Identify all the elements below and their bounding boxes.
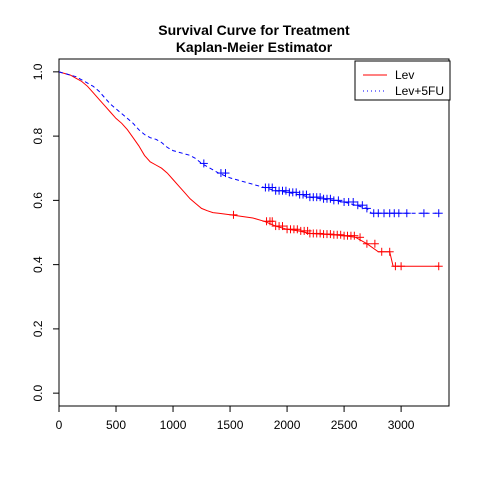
censor-mark bbox=[362, 239, 371, 248]
legend-label-lev-5fu: Lev+5FU bbox=[395, 84, 444, 98]
censor-mark bbox=[370, 239, 379, 248]
censor-mark bbox=[377, 247, 386, 256]
x-tick-label: 500 bbox=[106, 418, 126, 432]
x-tick-label: 2000 bbox=[274, 418, 301, 432]
censor-mark bbox=[394, 209, 403, 218]
chart-title: Survival Curve for Treatment bbox=[158, 22, 350, 38]
censor-mark bbox=[199, 159, 208, 168]
censor-mark bbox=[326, 194, 335, 203]
y-axis: 0.0 0.2 0.4 0.6 0.8 1.0 bbox=[31, 63, 59, 401]
censor-mark bbox=[419, 209, 428, 218]
series-layer bbox=[58, 71, 443, 271]
censor-mark bbox=[316, 193, 325, 202]
censor-mark bbox=[293, 225, 302, 234]
censor-mark bbox=[356, 233, 365, 242]
censor-mark bbox=[334, 196, 343, 205]
censor-mark bbox=[268, 217, 277, 226]
censor-mark bbox=[326, 230, 335, 239]
legend-box bbox=[354, 60, 451, 101]
x-axis: 0 500 1000 1500 2000 2500 3000 bbox=[56, 406, 415, 432]
y-tick-label: 0.0 bbox=[31, 384, 45, 401]
y-tick-label: 0.2 bbox=[31, 320, 45, 337]
x-tick-label: 0 bbox=[56, 418, 63, 432]
censor-mark bbox=[434, 262, 443, 271]
censor-mark bbox=[362, 204, 371, 213]
censor-mark bbox=[316, 229, 325, 238]
series-line-1 bbox=[58, 71, 439, 214]
censor-mark bbox=[349, 197, 358, 206]
censor-mark bbox=[402, 209, 411, 218]
censor-mark bbox=[350, 231, 359, 240]
censor-mark bbox=[434, 209, 443, 218]
censor-mark bbox=[358, 201, 367, 210]
censor-mark bbox=[268, 183, 277, 192]
chart-subtitle: Kaplan-Meier Estimator bbox=[176, 39, 333, 55]
x-tick-label: 1000 bbox=[160, 418, 187, 432]
censor-mark bbox=[229, 210, 238, 219]
censor-mark bbox=[336, 230, 345, 239]
x-tick-label: 1500 bbox=[217, 418, 244, 432]
censor-mark bbox=[397, 262, 406, 271]
y-tick-label: 0.8 bbox=[31, 127, 45, 144]
censor-mark bbox=[278, 222, 287, 231]
y-tick-label: 0.6 bbox=[31, 192, 45, 209]
y-tick-label: 0.4 bbox=[31, 256, 45, 273]
series-line-0 bbox=[58, 71, 439, 267]
y-tick-label: 1.0 bbox=[31, 63, 45, 80]
censor-mark bbox=[221, 169, 230, 178]
plot-frame bbox=[58, 58, 450, 407]
x-tick-label: 2500 bbox=[331, 418, 358, 432]
censor-mark bbox=[281, 186, 290, 195]
legend-label-lev: Lev bbox=[395, 68, 414, 82]
legend: Lev Lev+5FU bbox=[354, 60, 451, 101]
x-tick-label: 3000 bbox=[388, 418, 415, 432]
censor-mark bbox=[385, 247, 394, 256]
